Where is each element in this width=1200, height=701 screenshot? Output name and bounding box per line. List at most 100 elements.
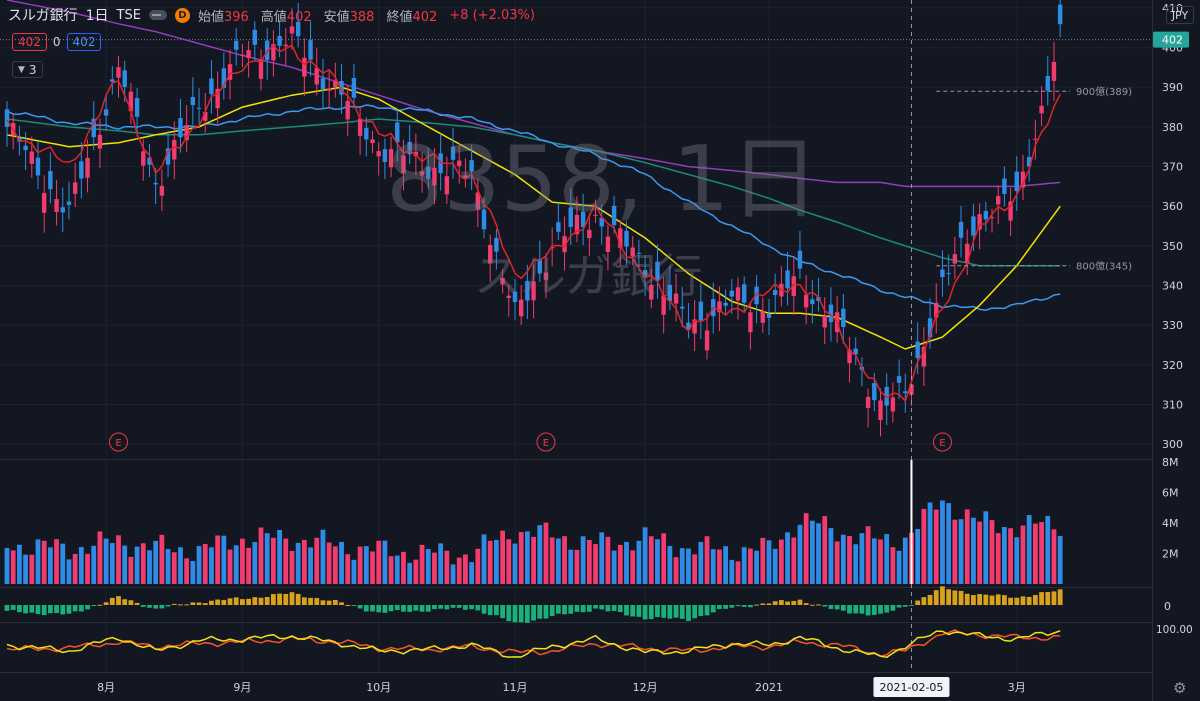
oscillator-bar (890, 605, 896, 611)
candle-body (91, 118, 96, 138)
volume-bar (890, 547, 896, 584)
oscillator-bar (10, 605, 16, 610)
volume-bar (710, 549, 716, 584)
candle-body (450, 146, 456, 160)
gear-icon[interactable]: ⚙ (1173, 679, 1187, 697)
oscillator-bar (946, 589, 952, 605)
volume-bar (153, 540, 159, 584)
oscillator-bar (717, 605, 722, 610)
oscillator-bar (289, 592, 295, 605)
crosshair-date-badge (873, 677, 950, 697)
oscillator-bar (847, 605, 852, 614)
volume-bar (209, 547, 214, 584)
visibility-toggle-icon[interactable] (148, 10, 167, 20)
price-tick-label: 320 (1162, 359, 1183, 372)
oscillator-bar (524, 605, 530, 623)
volume-bar (729, 559, 735, 584)
candle-body (791, 276, 796, 297)
price-tick-label: 300 (1162, 438, 1183, 451)
volume-bar (178, 547, 183, 584)
volume-bar (661, 533, 667, 584)
oscillator-bar (599, 605, 605, 610)
candle-body (729, 290, 735, 297)
interval-badge[interactable]: D (174, 7, 190, 23)
candle-body (952, 254, 958, 264)
crosshair-date-label: 2021-02-05 (880, 681, 944, 694)
volume-bar (233, 545, 239, 584)
volume-bar (983, 511, 989, 584)
oscillator-bar (624, 605, 629, 616)
oscillator-bar (122, 599, 128, 605)
oscillator-bar (109, 597, 115, 605)
oscillator-bar (339, 602, 344, 605)
candle-body (376, 151, 381, 157)
volume-bar (475, 548, 481, 584)
candle-body (97, 134, 103, 149)
earnings-marker-icon (932, 432, 952, 452)
oscillator-bar (562, 605, 567, 615)
oscillator-bar (586, 605, 592, 612)
candle-body (469, 160, 474, 172)
volume-bar (915, 529, 921, 584)
candle-body (624, 230, 629, 247)
candle-body (506, 295, 511, 298)
volume-bar (54, 539, 59, 584)
oscillator-bar (1045, 592, 1051, 605)
oscillator-bar (822, 605, 828, 607)
volume-bar (518, 532, 524, 584)
oscillator-bar (791, 600, 797, 605)
candle-body (717, 301, 722, 313)
oscillator-bar (667, 605, 673, 619)
volume-bar (940, 500, 945, 584)
oscillator-bar (741, 605, 747, 607)
volume-tick-label: 8M (1162, 456, 1179, 469)
volume-bar (809, 520, 815, 584)
volume-bar (122, 545, 128, 584)
candle-body (828, 304, 834, 323)
timeframe-label[interactable]: 1日 (85, 8, 109, 24)
oscillator-bar (692, 605, 698, 619)
indicator-value-red: 402 (12, 33, 47, 51)
oscillator-bar (568, 605, 574, 614)
volume-bar (896, 550, 902, 584)
volume-bar (667, 545, 673, 584)
volume-bar (456, 557, 462, 584)
volume-bar (586, 539, 592, 584)
volume-bar (463, 554, 468, 584)
oscillator-bar (933, 590, 939, 605)
volume-bar (549, 537, 555, 584)
oscillator-bar (797, 599, 803, 605)
volume-bar (853, 544, 859, 584)
oscillator-bar (884, 605, 890, 613)
volume-bar (357, 546, 363, 584)
candle-body (72, 182, 78, 194)
oscillator-bar (29, 605, 35, 613)
indicator-count: 3 (28, 62, 37, 77)
oscillator-bar (735, 605, 741, 607)
currency-button[interactable]: JPY (1166, 6, 1194, 24)
volume-bar (351, 559, 357, 584)
candle-body (1020, 171, 1026, 188)
indicator-collapse-button[interactable]: ▼ 3 (12, 61, 43, 78)
candle-body (54, 199, 59, 212)
oscillator-bar (413, 605, 419, 611)
oscillator-bar (723, 605, 729, 609)
candle-body (1026, 157, 1032, 167)
candle-body (822, 315, 827, 328)
stochastic-d-line (6, 629, 1061, 658)
oscillator-bar (370, 605, 375, 612)
candle-body (178, 118, 183, 138)
symbol-name[interactable]: スルガ銀行 (8, 8, 78, 24)
candle-body (326, 88, 332, 91)
stochastic-k-line (6, 630, 1061, 659)
oscillator-bar (642, 605, 648, 620)
candle-body (766, 314, 772, 318)
price-tick-label: 310 (1162, 398, 1183, 411)
oscillator-bar (202, 603, 208, 605)
oscillator-bar (809, 604, 815, 606)
exchange-label: TSE (116, 7, 141, 23)
oscillator-bar (617, 605, 623, 613)
volume-bar (401, 551, 406, 584)
oscillator-bar (537, 605, 543, 619)
